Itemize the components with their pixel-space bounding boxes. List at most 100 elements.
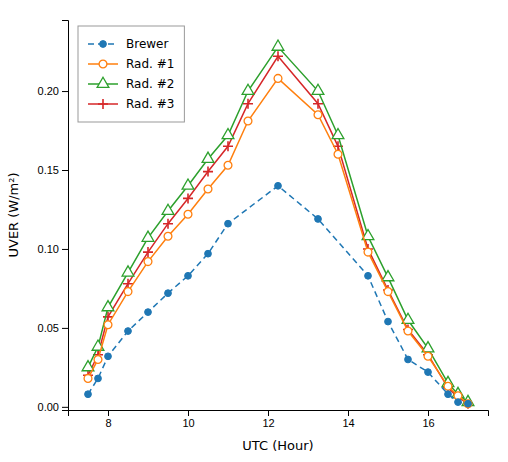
y-tick: 0.10 bbox=[38, 243, 68, 255]
point bbox=[202, 152, 214, 162]
point bbox=[142, 231, 154, 241]
legend-label: Rad. #3 bbox=[126, 97, 174, 111]
x-tick-label: 10 bbox=[182, 417, 194, 429]
legend-label: Rad. #2 bbox=[126, 77, 174, 91]
point bbox=[104, 321, 112, 329]
point bbox=[205, 250, 212, 257]
point bbox=[332, 128, 344, 138]
legend-label: Brewer bbox=[126, 37, 168, 51]
y-axis-line bbox=[62, 21, 69, 411]
y-tick-label: 0.10 bbox=[38, 243, 59, 255]
legend-marker bbox=[100, 41, 107, 48]
point bbox=[204, 185, 212, 193]
point bbox=[444, 382, 452, 390]
x-tick-mark bbox=[428, 410, 429, 416]
point bbox=[385, 318, 392, 325]
x-tick-label: 14 bbox=[342, 417, 354, 429]
y-tick-mark bbox=[62, 328, 68, 329]
point bbox=[455, 399, 462, 406]
point bbox=[164, 232, 172, 240]
point bbox=[102, 301, 114, 311]
point bbox=[315, 216, 322, 223]
line bbox=[88, 47, 468, 402]
point bbox=[334, 150, 342, 158]
line bbox=[88, 56, 468, 403]
point bbox=[185, 272, 192, 279]
series bbox=[84, 75, 472, 408]
legend: Brewer Rad. #1 Rad. #2 Rad. #3 bbox=[78, 26, 184, 122]
point bbox=[244, 117, 252, 125]
point bbox=[143, 247, 153, 257]
point bbox=[312, 84, 324, 94]
series bbox=[85, 182, 472, 407]
point bbox=[182, 179, 194, 189]
y-tick-mark bbox=[62, 249, 68, 250]
point bbox=[163, 219, 173, 229]
legend-item: Rad. #1 bbox=[88, 57, 174, 71]
point bbox=[275, 182, 282, 189]
point bbox=[124, 288, 132, 296]
x-tick: 10 bbox=[182, 410, 194, 429]
point bbox=[242, 84, 254, 94]
x-tick-mark bbox=[268, 410, 269, 416]
point bbox=[223, 141, 233, 151]
point bbox=[465, 400, 472, 407]
point bbox=[424, 352, 432, 360]
point bbox=[184, 210, 192, 218]
y-tick-label: 0.00 bbox=[38, 401, 59, 413]
point bbox=[274, 75, 282, 83]
point bbox=[225, 220, 232, 227]
y-tick-label: 0.05 bbox=[38, 322, 59, 334]
y-axis: 0.00 0.05 0.10 0.15 0.20 bbox=[38, 21, 69, 413]
x-tick-label: 16 bbox=[422, 417, 434, 429]
point bbox=[203, 167, 213, 177]
x-tick: 12 bbox=[262, 410, 274, 429]
x-tick: 8 bbox=[105, 410, 111, 429]
point bbox=[144, 258, 152, 266]
point bbox=[364, 248, 372, 256]
y-tick-mark bbox=[62, 407, 68, 408]
point bbox=[224, 161, 232, 169]
legend-marker bbox=[99, 60, 107, 68]
legend-item: Rad. #2 bbox=[88, 77, 174, 91]
point bbox=[94, 356, 102, 364]
point bbox=[425, 369, 432, 376]
line bbox=[88, 78, 468, 403]
y-tick: 0.20 bbox=[38, 85, 68, 97]
point bbox=[272, 40, 284, 50]
point bbox=[365, 272, 372, 279]
point bbox=[382, 271, 394, 281]
x-axis-line bbox=[69, 411, 489, 417]
legend-label: Rad. #1 bbox=[126, 57, 174, 71]
point bbox=[165, 290, 172, 297]
legend-marker bbox=[98, 99, 108, 109]
point bbox=[464, 400, 472, 408]
x-axis-title: UTC (Hour) bbox=[242, 438, 313, 453]
legend-box bbox=[78, 26, 184, 122]
point bbox=[122, 266, 134, 276]
x-tick-label: 8 bbox=[105, 417, 111, 429]
point bbox=[84, 375, 92, 383]
x-tick-label: 12 bbox=[262, 417, 274, 429]
x-tick-mark bbox=[108, 410, 109, 416]
point bbox=[445, 391, 452, 398]
series bbox=[83, 51, 473, 408]
y-tick: 0.05 bbox=[38, 322, 68, 334]
x-tick: 14 bbox=[342, 410, 354, 429]
point bbox=[384, 288, 392, 296]
chart: 8 10 12 14 16 0.00 0.05 0.10 0.15 0.20 UTC (Hour) U… bbox=[0, 0, 508, 462]
point bbox=[404, 327, 412, 335]
point bbox=[85, 391, 92, 398]
point bbox=[105, 353, 112, 360]
x-tick: 16 bbox=[422, 410, 434, 429]
legend-item: Brewer bbox=[88, 37, 168, 51]
point bbox=[95, 375, 102, 382]
y-tick-label: 0.15 bbox=[38, 164, 59, 176]
point bbox=[125, 328, 132, 335]
x-tick-mark bbox=[188, 410, 189, 416]
point bbox=[145, 309, 152, 316]
y-tick-label: 0.20 bbox=[38, 85, 59, 97]
y-tick-mark bbox=[62, 91, 68, 92]
point bbox=[222, 128, 234, 138]
y-axis-title: UVER (W/m²) bbox=[6, 172, 21, 257]
